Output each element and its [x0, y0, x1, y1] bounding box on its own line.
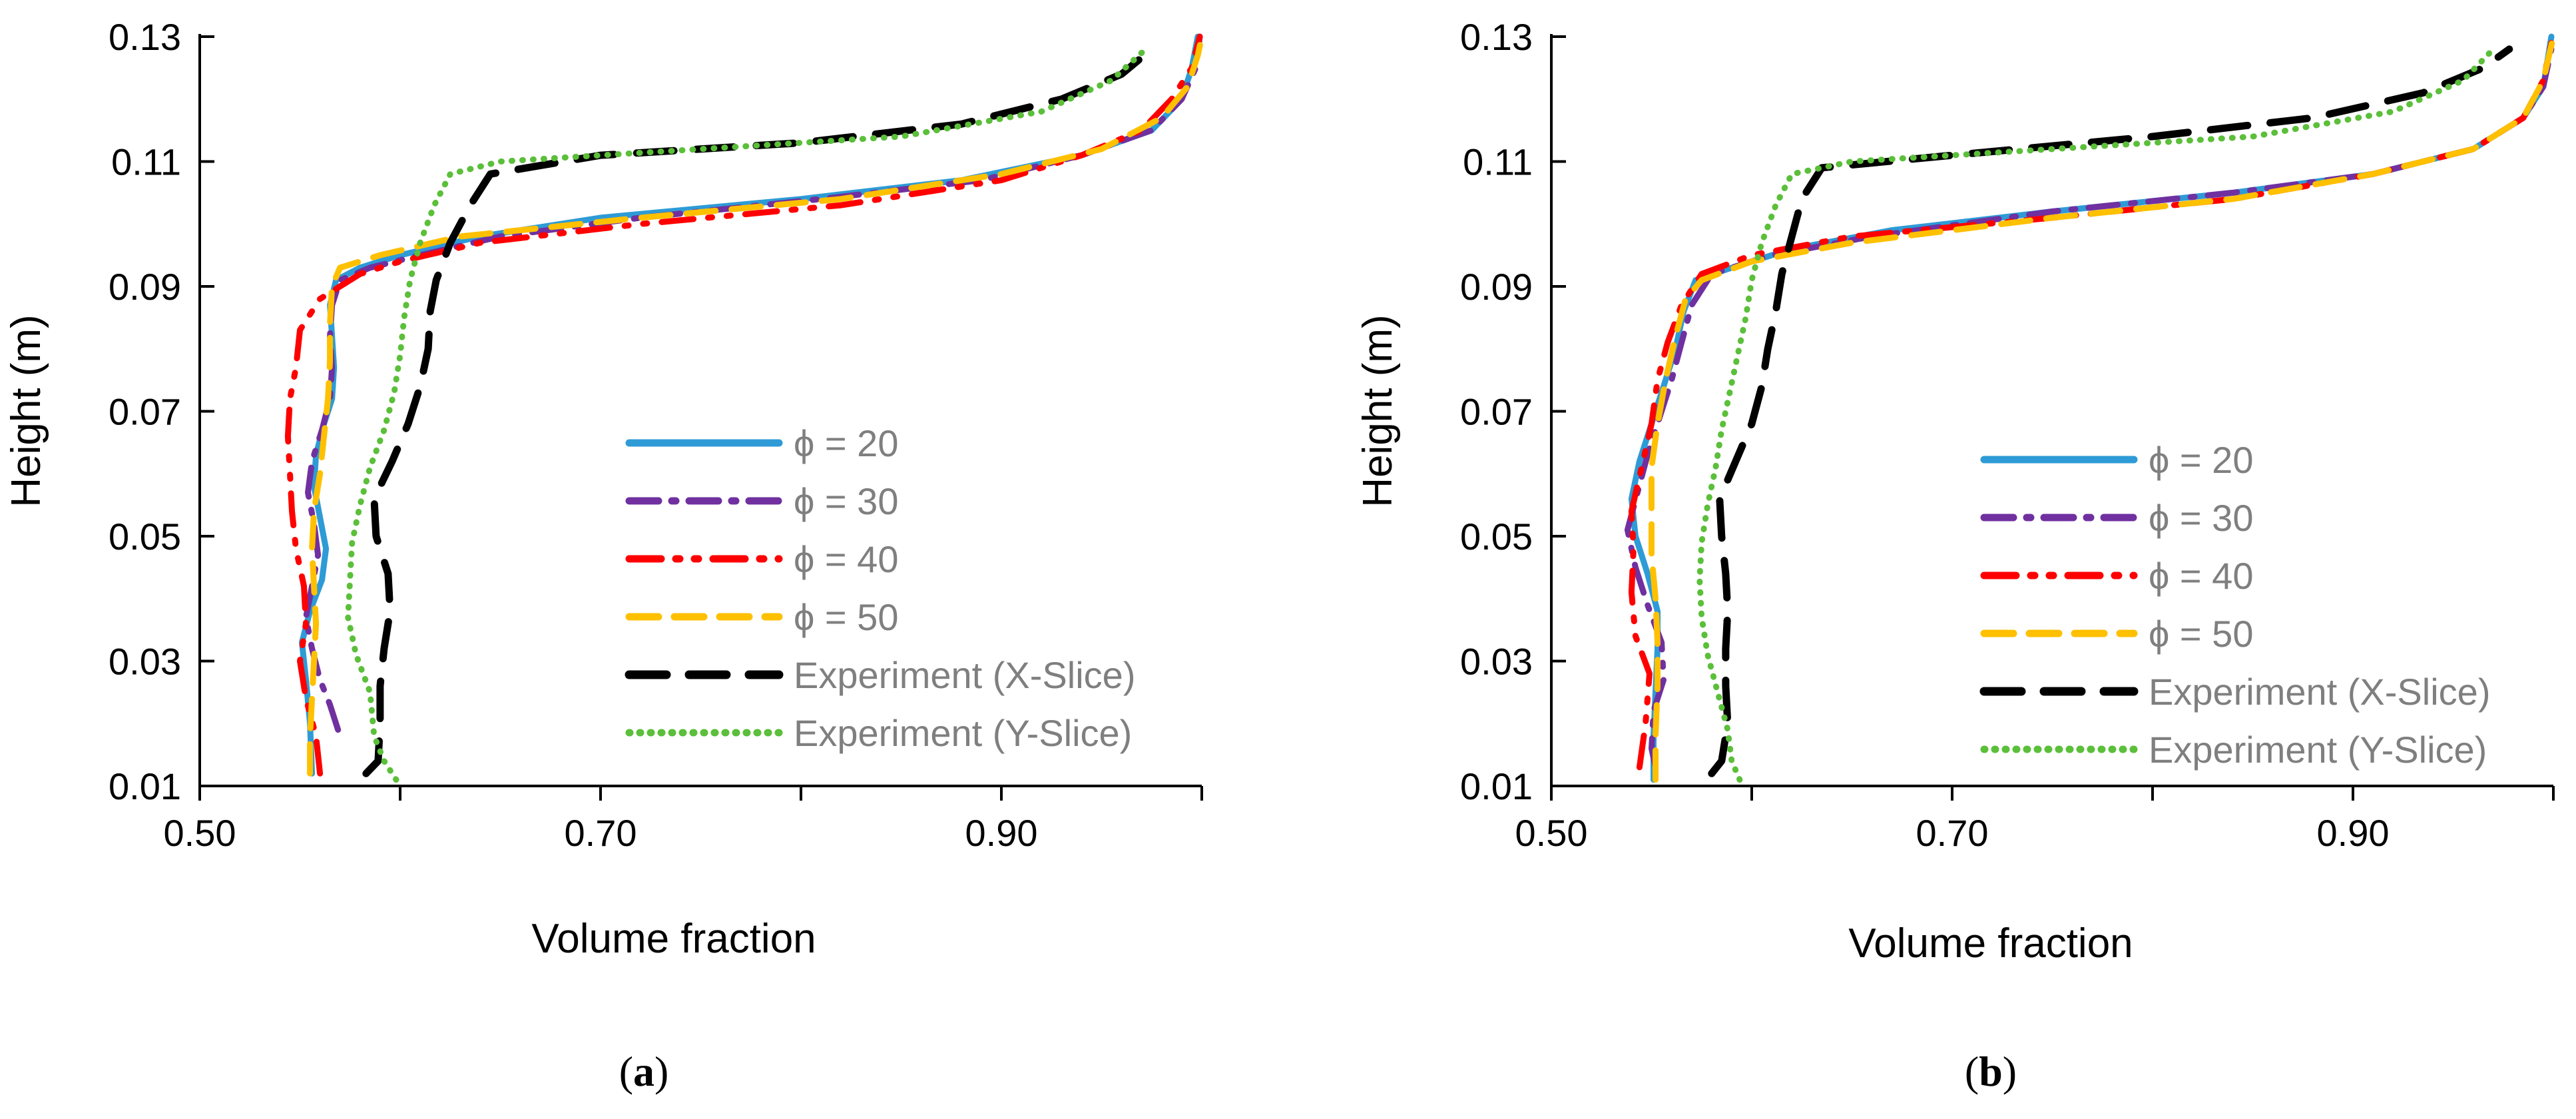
- y-tick-label: 0.03: [109, 641, 181, 683]
- x-axis-label: Volume fraction: [1848, 921, 2133, 966]
- series-line-4: [1708, 45, 2513, 777]
- x-tick-label: 0.70: [565, 812, 637, 854]
- y-tick-label: 0.01: [109, 765, 181, 807]
- y-tick-label: 0.01: [1460, 765, 1533, 807]
- y-tick-label: 0.05: [109, 516, 181, 558]
- y-tick-label: 0.05: [1460, 516, 1533, 558]
- x-tick-label: 0.70: [1916, 812, 1989, 854]
- legend-label-0: ϕ = 20: [794, 422, 898, 464]
- y-tick-label: 0.09: [109, 266, 181, 308]
- series-line-4: [362, 45, 1156, 777]
- y-tick-label: 0.11: [111, 141, 181, 183]
- series-line-5: [345, 46, 1149, 783]
- y-axis-label: Height (m): [3, 314, 49, 507]
- y-tick-label: 0.07: [1460, 391, 1533, 433]
- legend-label-2: ϕ = 40: [794, 538, 898, 580]
- x-axis-label: Volume fraction: [531, 916, 816, 962]
- legend-label-5: Experiment (Y-Slice): [794, 712, 1132, 754]
- chart-panel-a: 0.01 0.03 0.05 0.07 0.09 0.11 0.13 0.50 0.70 0.90…: [3, 16, 1205, 962]
- y-tick-label: 0.11: [1463, 141, 1533, 183]
- x-tick-label: 0.90: [965, 812, 1038, 854]
- series-line-1: [303, 33, 1203, 733]
- series-line-5: [1696, 46, 2497, 783]
- y-tick-label: 0.13: [109, 16, 181, 58]
- x-tick-label: 0.50: [1515, 812, 1588, 854]
- y-axis-label: Height (m): [1355, 314, 1401, 507]
- caption-a: (a): [619, 1048, 669, 1095]
- legend-label-1: ϕ = 30: [794, 480, 898, 522]
- legend-label-3: ϕ = 50: [794, 596, 898, 638]
- chart-panel-b: 0.01 0.03 0.05 0.07 0.09 0.11 0.13 0.50 0.70 0.90…: [1355, 16, 2557, 966]
- series-line-2: [284, 33, 1203, 777]
- y-tick-label: 0.03: [1460, 641, 1533, 683]
- series-line-2: [1628, 39, 2555, 771]
- series-line-3: [1649, 33, 2557, 783]
- series-line-3: [307, 33, 1205, 777]
- legend-label-1: ϕ = 30: [2149, 497, 2253, 539]
- legend-label-2: ϕ = 40: [2149, 555, 2253, 597]
- y-tick-label: 0.07: [109, 391, 181, 433]
- y-tick-label: 0.13: [1460, 16, 1533, 58]
- legend-label-3: ϕ = 50: [2149, 613, 2253, 655]
- legend-label-0: ϕ = 20: [2149, 439, 2253, 481]
- x-tick-label: 0.50: [164, 812, 236, 854]
- series-line-1: [1624, 46, 2555, 771]
- caption-b: (b): [1965, 1048, 2017, 1095]
- legend-label-4: Experiment (X-Slice): [794, 654, 1135, 696]
- legend-label-5: Experiment (Y-Slice): [2149, 729, 2487, 771]
- legend-label-4: Experiment (X-Slice): [2149, 671, 2490, 713]
- y-tick-label: 0.09: [1460, 266, 1533, 308]
- x-tick-label: 0.90: [2317, 812, 2390, 854]
